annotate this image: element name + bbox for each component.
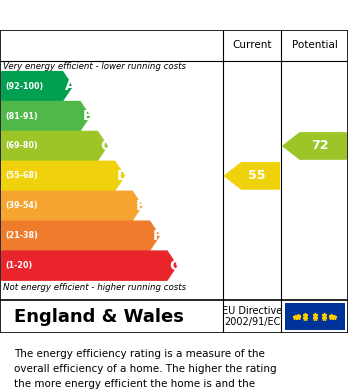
Text: E: E [135,199,145,213]
Polygon shape [2,102,90,131]
Text: Energy Efficiency Rating: Energy Efficiency Rating [10,7,232,22]
Polygon shape [2,72,72,101]
Text: Very energy efficient - lower running costs: Very energy efficient - lower running co… [3,62,187,71]
Text: A: A [65,79,76,93]
Text: (81-91): (81-91) [5,111,38,120]
Text: B: B [83,109,93,123]
Polygon shape [2,191,142,221]
Text: G: G [169,258,181,273]
Polygon shape [2,251,177,280]
Text: The energy efficiency rating is a measure of the
overall efficiency of a home. T: The energy efficiency rating is a measur… [14,349,277,391]
Text: Not energy efficient - higher running costs: Not energy efficient - higher running co… [3,283,187,292]
Text: 72: 72 [311,140,329,152]
Text: (1-20): (1-20) [5,261,32,270]
Text: Potential: Potential [292,40,338,50]
Bar [285,303,345,330]
Text: F: F [153,229,163,243]
Polygon shape [283,133,346,159]
Text: D: D [117,169,129,183]
Text: Current: Current [232,40,272,50]
Text: (55-68): (55-68) [5,171,38,180]
Text: (92-100): (92-100) [5,82,44,91]
Text: (21-38): (21-38) [5,231,38,240]
Text: (69-80): (69-80) [5,142,38,151]
Text: 55: 55 [248,169,266,182]
Text: England & Wales: England & Wales [14,307,184,326]
Polygon shape [224,163,279,189]
Text: C: C [100,139,111,153]
Polygon shape [2,221,159,250]
Text: EU Directive
2002/91/EC: EU Directive 2002/91/EC [222,306,282,327]
Text: (39-54): (39-54) [5,201,38,210]
Polygon shape [2,131,107,161]
Polygon shape [2,161,125,190]
